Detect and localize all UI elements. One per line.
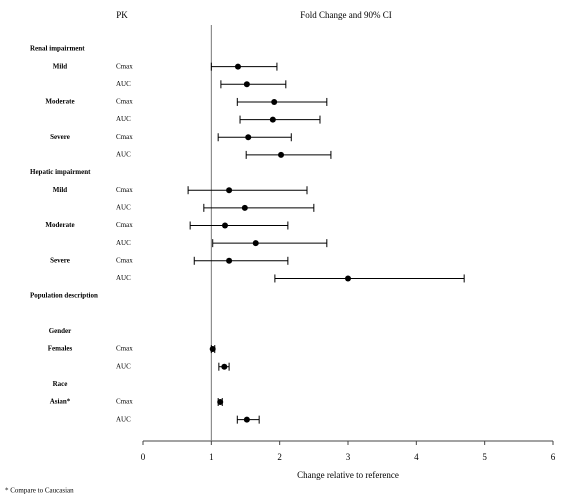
point-estimate xyxy=(221,363,228,370)
pk-label: Cmax xyxy=(116,345,133,353)
point-estimate xyxy=(217,399,224,405)
pk-label: AUC xyxy=(116,80,131,88)
pk-label: Cmax xyxy=(116,133,133,141)
pk-label: Cmax xyxy=(116,256,133,264)
point-estimate xyxy=(234,63,241,70)
group-label: Severe xyxy=(50,256,70,264)
group-label: Race xyxy=(53,380,68,388)
pk-label: Cmax xyxy=(116,398,133,406)
chart-title: Fold Change and 90% CI xyxy=(300,10,392,20)
point-estimate xyxy=(345,275,351,282)
pk-label: Cmax xyxy=(116,98,133,106)
pk-label: AUC xyxy=(116,239,131,247)
group-label: Severe xyxy=(50,133,70,141)
x-tick-label: 2 xyxy=(277,452,282,462)
point-estimate xyxy=(226,257,233,264)
pk-label: AUC xyxy=(116,415,131,423)
footnote: * Compare to Caucasian xyxy=(5,487,74,495)
point-estimate xyxy=(245,134,252,141)
pk-label: Cmax xyxy=(116,221,133,229)
group-label: Gender xyxy=(49,327,72,335)
pk-header: PK xyxy=(116,10,128,20)
section-label: Hepatic impairment xyxy=(30,168,91,176)
group-label: Moderate xyxy=(45,221,74,229)
pk-label: Cmax xyxy=(116,186,133,194)
group-label: Females xyxy=(48,345,73,353)
point-estimate xyxy=(209,346,216,353)
x-axis-label: Change relative to reference xyxy=(297,470,399,480)
pk-label: AUC xyxy=(116,274,131,282)
x-tick-label: 4 xyxy=(414,452,419,462)
group-label: Asian* xyxy=(50,398,71,406)
point-estimate xyxy=(269,116,276,123)
point-estimate xyxy=(271,98,278,105)
point-estimate xyxy=(278,151,285,158)
x-tick-label: 5 xyxy=(482,452,487,462)
pk-label: AUC xyxy=(116,151,131,159)
x-tick-label: 1 xyxy=(209,452,214,462)
point-estimate xyxy=(222,222,228,229)
x-tick-label: 3 xyxy=(346,452,351,462)
point-estimate xyxy=(241,204,248,211)
group-label: Moderate xyxy=(45,98,74,106)
pk-label: AUC xyxy=(116,203,131,211)
point-estimate xyxy=(252,240,259,247)
x-tick-label: 0 xyxy=(141,452,146,462)
section-label: Population description xyxy=(30,292,98,300)
group-label: Mild xyxy=(53,186,67,194)
section-label: Renal impairment xyxy=(30,45,85,53)
pk-label: Cmax xyxy=(116,62,133,70)
pk-label: AUC xyxy=(116,115,131,123)
x-tick-label: 6 xyxy=(551,452,556,462)
point-estimate xyxy=(243,416,250,423)
group-label: Mild xyxy=(53,62,67,70)
point-estimate xyxy=(243,81,250,88)
point-estimate xyxy=(226,187,233,194)
pk-label: AUC xyxy=(116,362,131,370)
